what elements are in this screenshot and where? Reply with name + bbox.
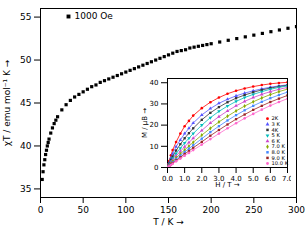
svg-text:50: 50 [20, 55, 32, 65]
svg-text:150: 150 [160, 205, 177, 215]
svg-text:0: 0 [154, 164, 158, 172]
svg-text:250: 250 [245, 205, 262, 215]
svg-text:40: 40 [20, 141, 32, 151]
svg-text:4K: 4K [271, 126, 279, 133]
svg-text:H / T →: H / T → [215, 181, 240, 189]
svg-text:6 K: 6 K [271, 137, 280, 144]
svg-text:10: 10 [150, 143, 159, 151]
svg-text:50: 50 [77, 205, 89, 215]
svg-text:8.0 K: 8.0 K [271, 149, 285, 155]
svg-text:35: 35 [20, 184, 31, 194]
svg-text:45: 45 [20, 98, 31, 108]
svg-text:40: 40 [150, 79, 159, 87]
svg-text:2.0: 2.0 [196, 175, 207, 183]
svg-text:300: 300 [288, 205, 305, 215]
svg-text:5.0: 5.0 [248, 175, 259, 183]
svg-text:T / K →: T / K → [152, 217, 184, 227]
svg-text:7.0 K: 7.0 K [271, 143, 285, 150]
svg-text:1000 Oe: 1000 Oe [75, 11, 114, 21]
svg-text:0.0: 0.0 [162, 175, 173, 183]
svg-text:100: 100 [117, 205, 134, 215]
svg-text:10.0 K: 10.0 K [272, 160, 289, 166]
svg-text:M / μB →: M / μB → [141, 108, 149, 138]
svg-text:3 K: 3 K [271, 121, 280, 127]
svg-text:20: 20 [150, 121, 159, 129]
svg-text:4.0: 4.0 [230, 175, 242, 184]
svg-text:χT / emu mol⁻¹ K →: χT / emu mol⁻¹ K → [2, 59, 12, 146]
svg-text:0: 0 [38, 205, 44, 215]
svg-text:200: 200 [203, 205, 220, 215]
svg-text:2K: 2K [271, 115, 279, 122]
svg-text:3.0: 3.0 [213, 175, 225, 184]
svg-text:7.0: 7.0 [282, 175, 291, 183]
svg-text:6.0: 6.0 [265, 175, 276, 183]
svg-text:30: 30 [150, 100, 159, 108]
svg-text:55: 55 [20, 12, 31, 22]
svg-text:5 K: 5 K [271, 132, 280, 139]
svg-text:9.0 K: 9.0 K [271, 154, 285, 161]
svg-text:1.0: 1.0 [179, 175, 190, 183]
